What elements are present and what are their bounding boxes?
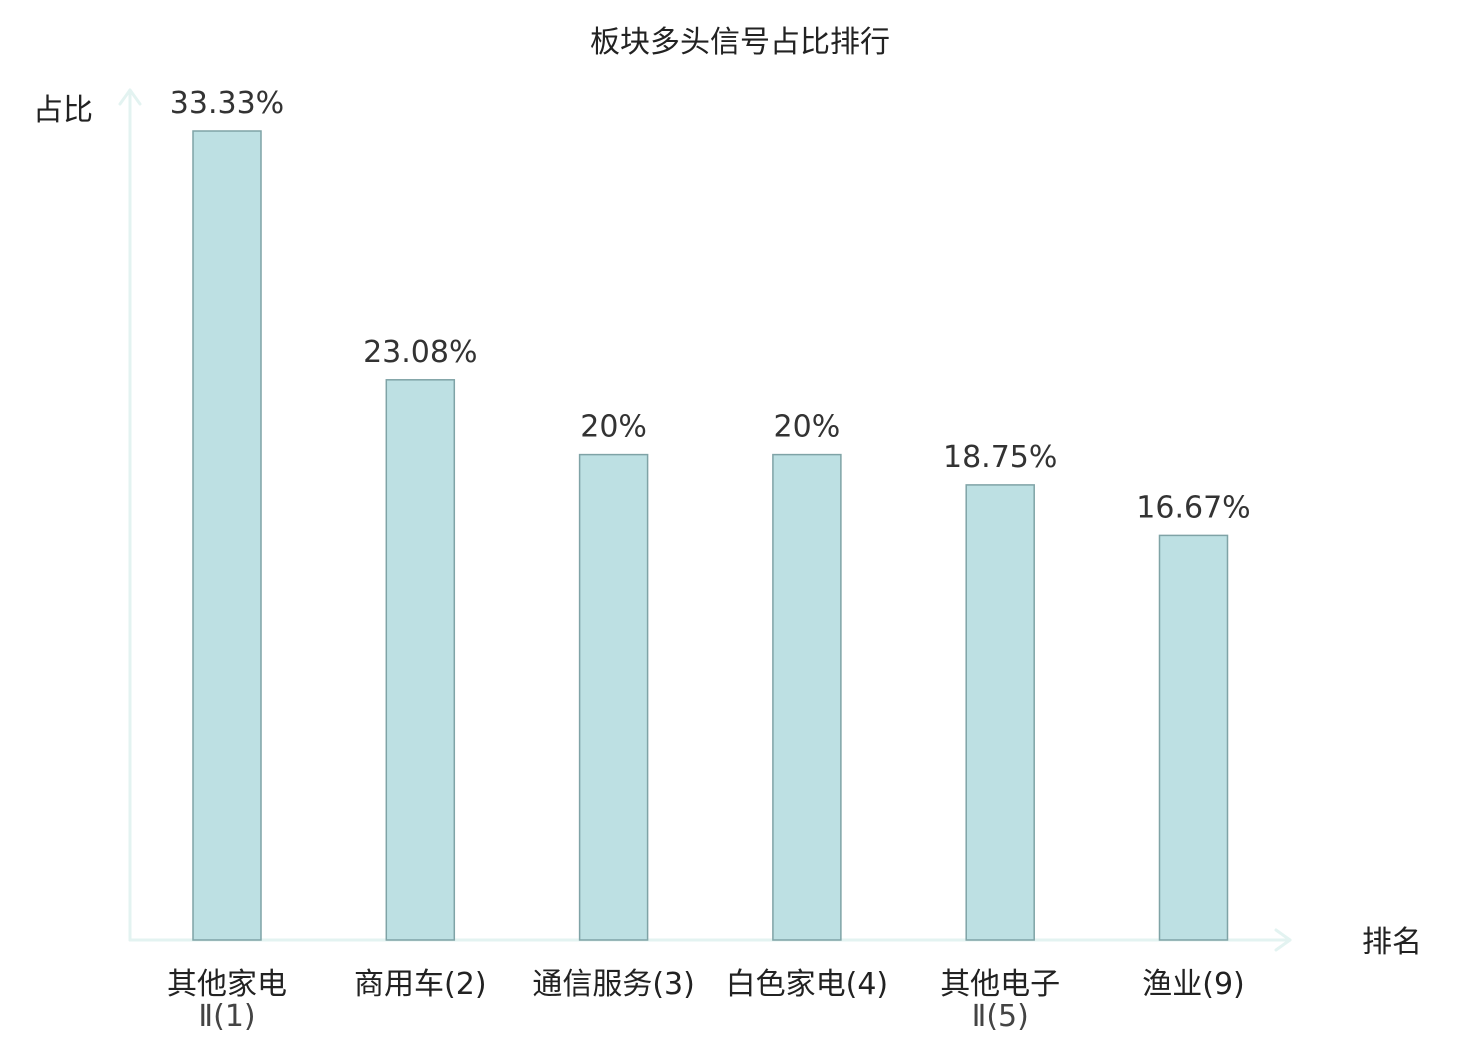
bar: [578, 453, 649, 941]
value-label: 33.33%: [170, 86, 284, 121]
x-axis-arrow: [1274, 928, 1292, 952]
category-label: Ⅱ(1): [198, 999, 255, 1034]
bar: [385, 379, 456, 941]
chart-title: 板块多头信号占比排行: [590, 25, 890, 60]
axes: [118, 88, 1292, 952]
category-label: 其他家电: [167, 967, 287, 1002]
value-label: 16.67%: [1136, 490, 1250, 525]
x-axis-label: 排名: [1362, 925, 1422, 960]
category-label: 其他电子: [940, 967, 1060, 1002]
category-label: 白色家电(4): [726, 967, 889, 1002]
bar: [1158, 534, 1229, 941]
bar: [965, 484, 1035, 941]
bar: [192, 130, 262, 941]
value-label: 23.08%: [363, 335, 477, 370]
category-label: Ⅱ(5): [972, 999, 1029, 1034]
bar: [772, 453, 842, 941]
y-axis-label: 占比: [33, 93, 93, 128]
value-label: 20%: [774, 410, 841, 445]
category-label: 渔业(9): [1142, 967, 1245, 1002]
value-label: 20%: [580, 410, 647, 445]
value-label: 18.75%: [943, 440, 1057, 475]
category-label: 通信服务(3): [532, 967, 695, 1002]
y-axis-arrow: [118, 88, 142, 106]
category-label: 商用车(2): [354, 967, 487, 1002]
